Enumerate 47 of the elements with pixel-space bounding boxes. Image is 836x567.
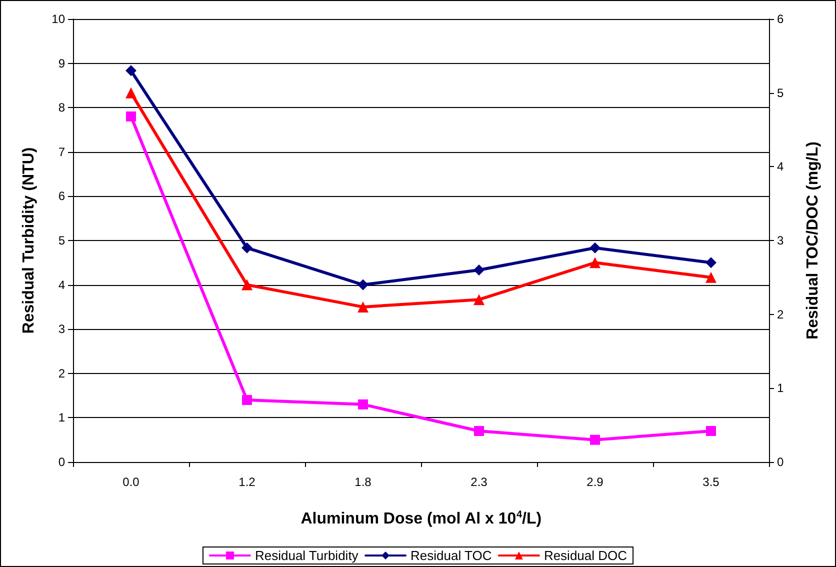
y2-tick-label: 4 <box>777 160 784 174</box>
point <box>126 87 136 98</box>
y-tick-label: 4 <box>58 278 66 292</box>
y-tick-label: 6 <box>58 189 66 204</box>
y2-tick-label: 3 <box>777 234 784 248</box>
y2-tick-label: 2 <box>777 307 784 322</box>
point <box>474 294 484 306</box>
y-tick-label: 2 <box>58 366 66 380</box>
point <box>590 434 600 445</box>
x-tick-label: 2.9 <box>586 475 604 489</box>
point <box>474 264 484 276</box>
y2-axis-title: Residual TOC/DOC (mg/L) <box>804 142 822 340</box>
x-tick-label: 3.5 <box>702 475 720 489</box>
point <box>242 242 252 254</box>
x-tick-label: 1.8 <box>354 475 372 489</box>
point <box>358 301 368 312</box>
legend-label: Residual TOC <box>410 548 492 563</box>
y2-tick-label: 1 <box>777 381 784 396</box>
point <box>242 394 252 405</box>
x-tick-label: 0.0 <box>122 475 140 489</box>
y-tick-label: 3 <box>58 322 66 336</box>
point <box>590 257 600 268</box>
y2-tick-label: 5 <box>777 86 784 100</box>
point <box>358 279 368 290</box>
point <box>474 426 484 436</box>
x-tick-label: 1.2 <box>238 475 256 489</box>
y-axis-title: Residual Turbidity (NTU) <box>20 147 38 334</box>
x-tick-label: 2.3 <box>470 475 488 489</box>
point <box>706 257 716 268</box>
point <box>706 272 716 283</box>
y-tick-label: 5 <box>58 234 66 248</box>
legend-label: Residual Turbidity <box>254 548 359 563</box>
point <box>242 279 252 290</box>
point <box>126 111 136 122</box>
y-tick-label: 8 <box>58 100 66 115</box>
point <box>126 65 136 76</box>
legend-label: Residual DOC <box>544 548 628 563</box>
y-tick-label: 9 <box>58 56 66 70</box>
y2-tick-label: 6 <box>777 12 784 26</box>
y2-tick-label: 0 <box>777 455 784 469</box>
y-tick-label: 0 <box>58 455 66 469</box>
point <box>590 242 600 254</box>
point <box>358 399 368 410</box>
y-tick-label: 1 <box>58 410 66 425</box>
y-tick-label: 10 <box>52 12 66 26</box>
point <box>706 426 716 436</box>
y-tick-label: 7 <box>58 144 66 159</box>
